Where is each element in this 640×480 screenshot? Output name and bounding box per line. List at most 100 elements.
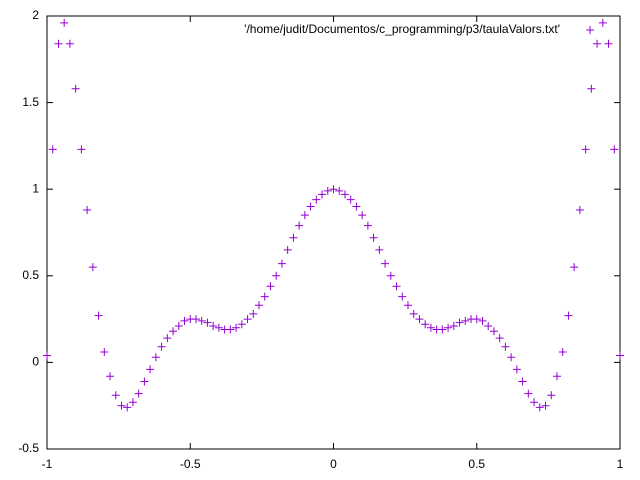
point <box>94 311 103 320</box>
point <box>426 323 435 332</box>
x-tick-label: -0.5 <box>180 457 201 471</box>
point <box>363 221 372 230</box>
point <box>335 186 344 195</box>
point <box>604 39 613 48</box>
point <box>306 202 315 211</box>
point <box>547 391 556 400</box>
point <box>243 315 252 324</box>
point <box>616 351 624 360</box>
point <box>593 39 602 48</box>
point <box>438 325 447 334</box>
point <box>312 195 321 204</box>
x-tick-label: 0.5 <box>468 457 485 471</box>
point <box>518 377 527 386</box>
point <box>77 145 86 154</box>
point <box>226 325 235 334</box>
point <box>564 311 573 320</box>
point <box>495 334 504 343</box>
x-tick-label: -1 <box>42 457 53 471</box>
point <box>88 263 97 272</box>
point <box>151 353 160 362</box>
point <box>134 389 143 398</box>
point <box>169 327 178 336</box>
point <box>512 365 521 374</box>
legend-label: '/home/judit/Documentos/c_programming/p3… <box>244 22 560 36</box>
point <box>255 301 264 310</box>
point <box>558 348 567 357</box>
point <box>581 145 590 154</box>
point <box>65 39 74 48</box>
y-tick-label: -0.5 <box>18 441 39 455</box>
point <box>277 259 286 268</box>
point <box>329 185 338 194</box>
point <box>237 320 246 329</box>
point <box>570 263 579 272</box>
point <box>587 84 596 93</box>
point <box>472 315 481 324</box>
point <box>346 195 355 204</box>
point <box>421 320 430 329</box>
point <box>318 190 327 199</box>
y-tick-label: 1.5 <box>22 95 39 109</box>
point <box>180 316 189 325</box>
point <box>610 145 619 154</box>
point <box>530 398 539 407</box>
point <box>478 316 487 325</box>
point <box>197 316 206 325</box>
point <box>535 403 544 412</box>
point <box>409 309 418 318</box>
point <box>249 309 258 318</box>
point <box>209 322 218 331</box>
point <box>340 190 349 199</box>
point <box>369 233 378 242</box>
point <box>415 315 424 324</box>
point <box>283 245 292 254</box>
point <box>260 292 269 301</box>
point <box>191 315 200 324</box>
point <box>140 377 149 386</box>
point <box>575 205 584 214</box>
point <box>461 316 470 325</box>
point <box>449 322 458 331</box>
point <box>489 327 498 336</box>
point <box>214 323 223 332</box>
point <box>375 245 384 254</box>
point <box>444 323 453 332</box>
point <box>106 372 115 381</box>
point <box>524 389 533 398</box>
point <box>48 145 57 154</box>
point <box>111 391 120 400</box>
point <box>507 353 516 362</box>
point <box>392 282 401 291</box>
y-tick-label: 0.5 <box>22 268 39 282</box>
point <box>398 292 407 301</box>
point <box>203 318 212 327</box>
point <box>552 372 561 381</box>
point <box>484 322 493 331</box>
point <box>60 18 69 27</box>
point <box>386 271 395 280</box>
y-tick-label: 0 <box>32 355 39 369</box>
plot-border <box>46 15 621 450</box>
point <box>117 401 126 410</box>
point <box>381 259 390 268</box>
x-tick-label: 0 <box>330 457 337 471</box>
point <box>157 342 166 351</box>
point <box>174 322 183 331</box>
point <box>83 205 92 214</box>
point <box>323 186 332 195</box>
point <box>455 318 464 327</box>
point <box>501 342 510 351</box>
point <box>146 365 155 374</box>
x-tick-label: 1 <box>617 457 624 471</box>
point <box>71 84 80 93</box>
y-tick-label: 2 <box>32 8 39 22</box>
point <box>128 398 137 407</box>
point <box>163 334 172 343</box>
point <box>300 211 309 220</box>
point <box>403 301 412 310</box>
y-tick-label: 1 <box>32 181 39 195</box>
legend-marker <box>586 26 594 34</box>
